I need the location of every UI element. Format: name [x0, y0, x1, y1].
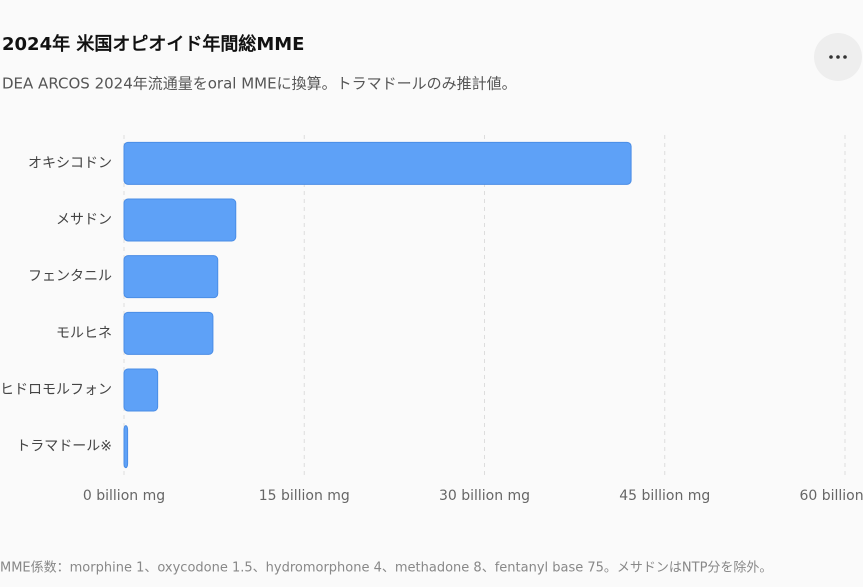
y-tick-label: オキシコドン — [28, 155, 112, 171]
bar — [123, 255, 219, 299]
bar — [123, 368, 159, 412]
bar — [123, 311, 214, 355]
x-tick-label: 30 billion mg — [439, 488, 530, 504]
x-tick-label: 45 billion mg — [619, 488, 710, 504]
y-tick-label: フェンタニル — [28, 269, 112, 285]
footnote: MME係数：morphine 1、oxycodone 1.5、hydromorp… — [0, 561, 772, 576]
x-tick-label: 0 billion mg — [83, 488, 165, 504]
chart-subtitle: DEA ARCOS 2024年流通量をoral MMEに換算。トラマドールのみ推… — [2, 75, 517, 93]
y-tick-label: トラマドール※ — [16, 439, 112, 455]
y-tick-label: メサドン — [56, 212, 112, 228]
menu-dot — [836, 55, 840, 59]
bar — [123, 425, 129, 469]
y-tick-label: ヒドロモルフォン — [0, 382, 112, 398]
menu-dot — [843, 55, 847, 59]
menu-button[interactable] — [814, 33, 862, 81]
chart-title: 2024年 米国オピオイド年間総MME — [2, 33, 304, 55]
bar — [123, 198, 237, 242]
x-tick-label: 60 billion mg — [799, 488, 863, 504]
bar — [123, 141, 632, 185]
y-tick-label: モルヒネ — [56, 325, 112, 341]
menu-dot — [829, 55, 833, 59]
x-tick-label: 15 billion mg — [259, 488, 350, 504]
